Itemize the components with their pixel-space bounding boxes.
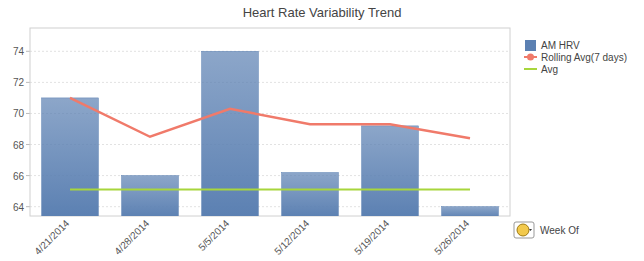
y-tick xyxy=(26,175,30,176)
plot-frame xyxy=(30,28,510,216)
grid-line xyxy=(30,206,510,207)
x-tick-label: 5/5/2014 xyxy=(196,217,232,253)
grid-line xyxy=(30,51,510,52)
y-tick-label: 72 xyxy=(13,77,25,88)
chart-title: Heart Rate Variability Trend xyxy=(243,5,402,20)
bar xyxy=(362,126,419,216)
y-tick xyxy=(26,144,30,145)
y-tick xyxy=(26,113,30,114)
y-tick-label: 70 xyxy=(13,108,25,119)
bar xyxy=(42,98,99,216)
grid-line xyxy=(30,144,510,145)
y-tick xyxy=(26,51,30,52)
legend-label: Avg xyxy=(541,64,558,75)
legend-swatch xyxy=(524,68,537,70)
legend-label: AM HRV xyxy=(541,40,580,51)
chart-svg: Heart Rate Variability Trend 64 66 68 70 72 74… xyxy=(0,0,644,261)
bar xyxy=(122,176,179,216)
bar xyxy=(202,51,259,216)
bar xyxy=(282,172,339,216)
y-tick-label: 66 xyxy=(13,171,25,182)
y-tick-label: 64 xyxy=(13,202,25,213)
x-tick-label: 5/26/2014 xyxy=(432,217,472,257)
chart-container: Heart Rate Variability Trend 64 66 68 70 72 74… xyxy=(0,0,644,261)
x-tick-label: 5/12/2014 xyxy=(272,217,312,257)
y-tick xyxy=(26,206,30,207)
line-series xyxy=(70,189,470,191)
x-tick-label: 4/28/2014 xyxy=(112,217,152,257)
grid-line xyxy=(30,82,510,83)
x-tick-label: 4/21/2014 xyxy=(32,217,72,257)
axis-icon xyxy=(514,222,534,238)
y-tick-label: 74 xyxy=(13,46,25,57)
legend-label: Rolling Avg(7 days) xyxy=(541,52,627,63)
x-tick-label: 5/19/2014 xyxy=(352,217,392,257)
marks xyxy=(42,51,499,216)
bar xyxy=(442,207,499,216)
legend-swatch xyxy=(525,40,536,51)
legend-marker xyxy=(527,54,534,61)
line-series xyxy=(70,98,470,138)
grid-line xyxy=(30,175,510,176)
y-tick xyxy=(26,82,30,83)
y-tick-label: 68 xyxy=(13,140,25,151)
x-axis-title: Week Of xyxy=(540,225,579,236)
